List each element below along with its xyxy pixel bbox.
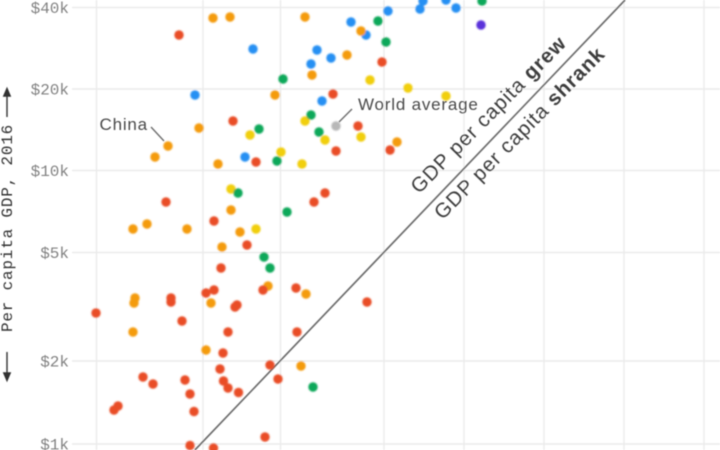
svg-text:$5k: $5k bbox=[40, 245, 69, 263]
svg-text:China: China bbox=[100, 115, 148, 134]
svg-text:$40k: $40k bbox=[31, 0, 69, 18]
svg-text:Per capita GDP, 2016: Per capita GDP, 2016 bbox=[0, 124, 17, 332]
svg-text:World average: World average bbox=[358, 95, 479, 114]
svg-text:$2k: $2k bbox=[40, 354, 69, 372]
svg-text:$20k: $20k bbox=[31, 82, 69, 100]
svg-text:$10k: $10k bbox=[31, 163, 69, 181]
svg-text:$1k: $1k bbox=[40, 437, 69, 450]
